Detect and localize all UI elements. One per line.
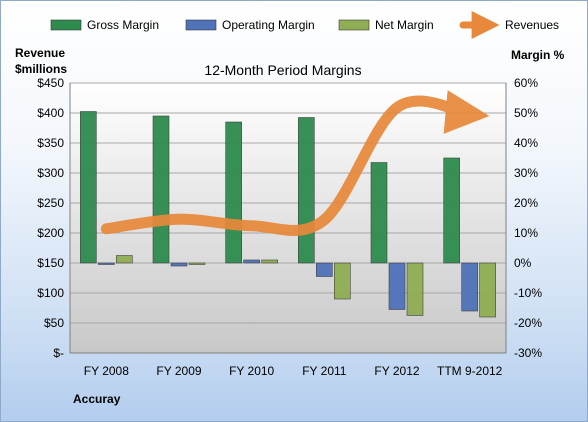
right-tick-label: 40% xyxy=(514,136,538,150)
bar-net-margin xyxy=(116,255,133,264)
category-label: FY 2010 xyxy=(229,364,274,378)
legend-entry: Gross Margin xyxy=(87,18,159,32)
revenues-line xyxy=(100,90,490,236)
left-tick-label: $200 xyxy=(37,226,64,240)
right-tick-label: 10% xyxy=(514,226,538,240)
bar-gross-margin xyxy=(152,115,170,264)
right-tick-label: -10% xyxy=(514,286,542,300)
left-axis-label-line2: $millions xyxy=(15,62,67,76)
legend-swatch-net-margin xyxy=(338,19,370,31)
right-tick-label: -30% xyxy=(514,346,542,360)
bar-operating-margin xyxy=(316,262,333,277)
category-label: FY 2011 xyxy=(302,364,347,378)
bar-net-margin xyxy=(261,259,278,264)
right-tick-label: 0% xyxy=(514,256,532,270)
bar-operating-margin xyxy=(243,259,260,264)
left-tick-label: $150 xyxy=(37,256,64,270)
left-axis-label-line1: Revenue xyxy=(15,46,65,60)
right-tick-label: 60% xyxy=(514,76,538,90)
category-label: FY 2008 xyxy=(84,364,129,378)
legend-swatch-operating-margin xyxy=(185,19,217,31)
left-tick-label: $450 xyxy=(37,76,64,90)
bar-operating-margin xyxy=(388,262,406,310)
legend-entry: Operating Margin xyxy=(222,18,315,32)
legend-swatch-gross-margin xyxy=(50,19,82,31)
legend-entry: Net Margin xyxy=(375,18,434,32)
category-label: TTM 9-2012 xyxy=(437,364,503,378)
bar-gross-margin xyxy=(298,117,315,264)
bar-operating-margin xyxy=(461,262,478,312)
left-tick-label: $400 xyxy=(37,106,64,120)
bar-net-margin xyxy=(188,262,206,265)
bar-gross-margin xyxy=(370,162,388,264)
legend: Gross Margin Operating Margin Net Margin Re… xyxy=(50,11,559,39)
bar-net-margin xyxy=(334,262,351,300)
left-tick-label: $350 xyxy=(37,136,64,150)
category-label: FY 2009 xyxy=(156,364,201,378)
legend-entry: Revenues xyxy=(505,18,559,32)
left-tick-label: $- xyxy=(53,346,64,360)
left-tick-label: $100 xyxy=(37,286,64,300)
bar-net-margin xyxy=(479,262,496,318)
bar-gross-margin xyxy=(225,121,242,264)
right-tick-label: 20% xyxy=(514,196,538,210)
bar-gross-margin xyxy=(443,157,460,264)
plot-area: $- $50 $100 $150 $200 $250 $300 $350 $400 $450 -30… xyxy=(37,76,542,378)
plot-background xyxy=(69,82,507,354)
right-tick-label: 30% xyxy=(514,166,538,180)
category-label: FY 2012 xyxy=(374,364,419,378)
bar-net-margin xyxy=(406,262,424,316)
company-label: Accuray xyxy=(73,392,121,406)
left-tick-label: $50 xyxy=(44,316,64,330)
left-tick-label: $250 xyxy=(37,196,64,210)
bar-operating-margin xyxy=(98,262,115,265)
right-tick-label: 50% xyxy=(514,106,538,120)
left-tick-label: $300 xyxy=(37,166,64,180)
right-tick-label: -20% xyxy=(514,316,542,330)
bar-operating-margin xyxy=(170,262,188,267)
right-axis-label: Margin % xyxy=(511,48,565,62)
bar-gross-margin xyxy=(80,111,97,264)
chart-title: 12-Month Period Margins xyxy=(204,62,361,78)
